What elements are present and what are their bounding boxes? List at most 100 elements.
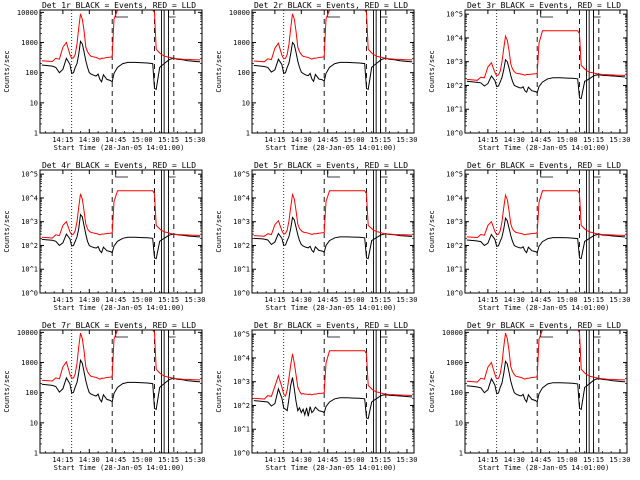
chart-panel: Det 9r BLACK = Events, RED = LLD 1 10 100 10… — [428, 321, 630, 472]
lld-series-line — [253, 190, 413, 237]
plot-area — [41, 330, 201, 453]
x-tick-label: 14:15 — [52, 136, 73, 144]
attenuator-state-mark — [115, 171, 129, 178]
y-tick-label: 1000 — [21, 359, 38, 367]
x-tick-label: 15:15 — [158, 456, 179, 464]
chart-panel: Det 6r BLACK = Events, RED = LLD 10^0 10^1… — [428, 161, 630, 312]
chart-panel: Det 7r BLACK = Events, RED = LLD 1 10 100 10… — [3, 321, 205, 472]
y-tick-label: 1000 — [233, 39, 250, 47]
plot-area — [466, 10, 626, 133]
y-tick-label: 10^3 — [21, 218, 38, 226]
events-series-line — [41, 358, 201, 411]
attenuator-state-mark — [115, 331, 129, 338]
y-tick-label: 10 — [30, 99, 38, 107]
y-tick-label: 10^4 — [446, 34, 463, 42]
x-tick-label: 15:00 — [344, 456, 365, 464]
y-tick-label: 10^2 — [446, 242, 463, 250]
chart-title: Det 3r BLACK = Events, RED = LLD — [467, 1, 621, 10]
y-tick-label: 10 — [455, 419, 463, 427]
chart-panel: Det 3r BLACK = Events, RED = LLD 10^0 10^1… — [428, 1, 630, 152]
x-tick-label: 14:45 — [105, 456, 126, 464]
attenuator-state-mark — [168, 331, 176, 338]
y-tick-label: 100 — [25, 69, 38, 77]
y-tick-label: 10^2 — [233, 242, 250, 250]
plot-frame — [39, 329, 203, 454]
attenuator-state-mark — [380, 11, 388, 18]
x-tick-label: 15:15 — [370, 136, 391, 144]
y-axis-label: Counts/sec — [3, 210, 11, 252]
y-tick-label: 10000 — [442, 329, 463, 337]
x-tick-label: 15:00 — [132, 136, 153, 144]
x-tick-label: 14:30 — [504, 296, 525, 304]
attenuator-state-mark — [593, 331, 601, 338]
plot-frame — [464, 329, 628, 454]
x-tick-label: 15:15 — [583, 296, 604, 304]
y-tick-label: 10 — [30, 419, 38, 427]
plot-frame — [251, 9, 415, 134]
y-tick-label: 100 — [450, 389, 463, 397]
x-axis-label: Start Time (28-Jan-05 14:01:00) — [479, 304, 610, 312]
x-axis-label: Start Time (28-Jan-05 14:01:00) — [54, 464, 185, 472]
y-tick-label: 1 — [34, 130, 38, 138]
y-tick-label: 10^2 — [21, 242, 38, 250]
attenuator-state-mark — [593, 11, 601, 18]
x-tick-label: 15:00 — [344, 296, 365, 304]
y-axis-label: Counts/sec — [428, 210, 436, 252]
chart-panel: Det 4r BLACK = Events, RED = LLD 10^0 10^1… — [3, 161, 205, 312]
x-tick-label: 14:15 — [477, 136, 498, 144]
y-tick-label: 10^5 — [233, 331, 250, 339]
x-tick-label: 15:30 — [396, 136, 417, 144]
x-tick-label: 14:30 — [291, 136, 312, 144]
plot-area — [253, 10, 413, 133]
events-series-line — [466, 216, 626, 260]
chart-title: Det 8r BLACK = Events, RED = LLD — [254, 321, 408, 330]
x-axis-label: Start Time (28-Jan-05 14:01:00) — [54, 304, 185, 312]
y-axis-label: Counts/sec — [3, 370, 11, 412]
attenuator-state-mark — [168, 11, 176, 18]
x-tick-label: 15:30 — [396, 296, 417, 304]
plot-frame — [251, 169, 415, 294]
x-tick-label: 14:45 — [105, 136, 126, 144]
y-tick-label: 10^0 — [233, 290, 250, 298]
y-tick-label: 10^5 — [233, 171, 250, 179]
x-tick-label: 14:15 — [264, 296, 285, 304]
events-series-line — [253, 216, 413, 260]
attenuator-state-mark — [540, 11, 554, 18]
y-tick-label: 10000 — [17, 329, 38, 337]
x-tick-label: 14:15 — [52, 456, 73, 464]
x-tick-label: 15:15 — [370, 296, 391, 304]
x-axis-label: Start Time (28-Jan-05 14:01:00) — [266, 464, 397, 472]
x-tick-label: 14:30 — [291, 296, 312, 304]
x-axis-label: Start Time (28-Jan-05 14:01:00) — [266, 304, 397, 312]
x-tick-label: 15:00 — [344, 136, 365, 144]
plot-area — [253, 330, 413, 453]
attenuator-state-mark — [327, 11, 341, 18]
x-tick-label: 14:30 — [291, 456, 312, 464]
x-tick-label: 15:15 — [158, 136, 179, 144]
x-tick-label: 14:45 — [317, 296, 338, 304]
y-tick-label: 100 — [25, 389, 38, 397]
plot-area — [466, 170, 626, 293]
y-tick-label: 10^0 — [446, 130, 463, 138]
y-tick-label: 100 — [237, 69, 250, 77]
x-tick-label: 15:00 — [557, 136, 578, 144]
chart-title: Det 4r BLACK = Events, RED = LLD — [42, 161, 196, 170]
y-axis-label: Counts/sec — [215, 370, 223, 412]
chart-panel: Det 5r BLACK = Events, RED = LLD 10^0 10^1… — [215, 161, 417, 312]
x-tick-label: 15:15 — [158, 296, 179, 304]
plot-area — [41, 10, 201, 133]
x-tick-label: 14:15 — [52, 296, 73, 304]
y-tick-label: 1000 — [446, 359, 463, 367]
y-tick-label: 10^3 — [233, 218, 250, 226]
y-tick-label: 10^4 — [446, 194, 463, 202]
y-tick-label: 10^0 — [21, 290, 38, 298]
attenuator-state-mark — [327, 171, 341, 178]
x-tick-label: 15:30 — [609, 296, 630, 304]
chart-panel: Det 2r BLACK = Events, RED = LLD 1 10 100 10… — [215, 1, 417, 152]
y-axis-label: Counts/sec — [428, 370, 436, 412]
x-axis-label: Start Time (28-Jan-05 14:01:00) — [479, 464, 610, 472]
y-tick-label: 10^1 — [21, 266, 38, 274]
y-tick-label: 10^3 — [446, 58, 463, 66]
plot-frame — [464, 169, 628, 294]
